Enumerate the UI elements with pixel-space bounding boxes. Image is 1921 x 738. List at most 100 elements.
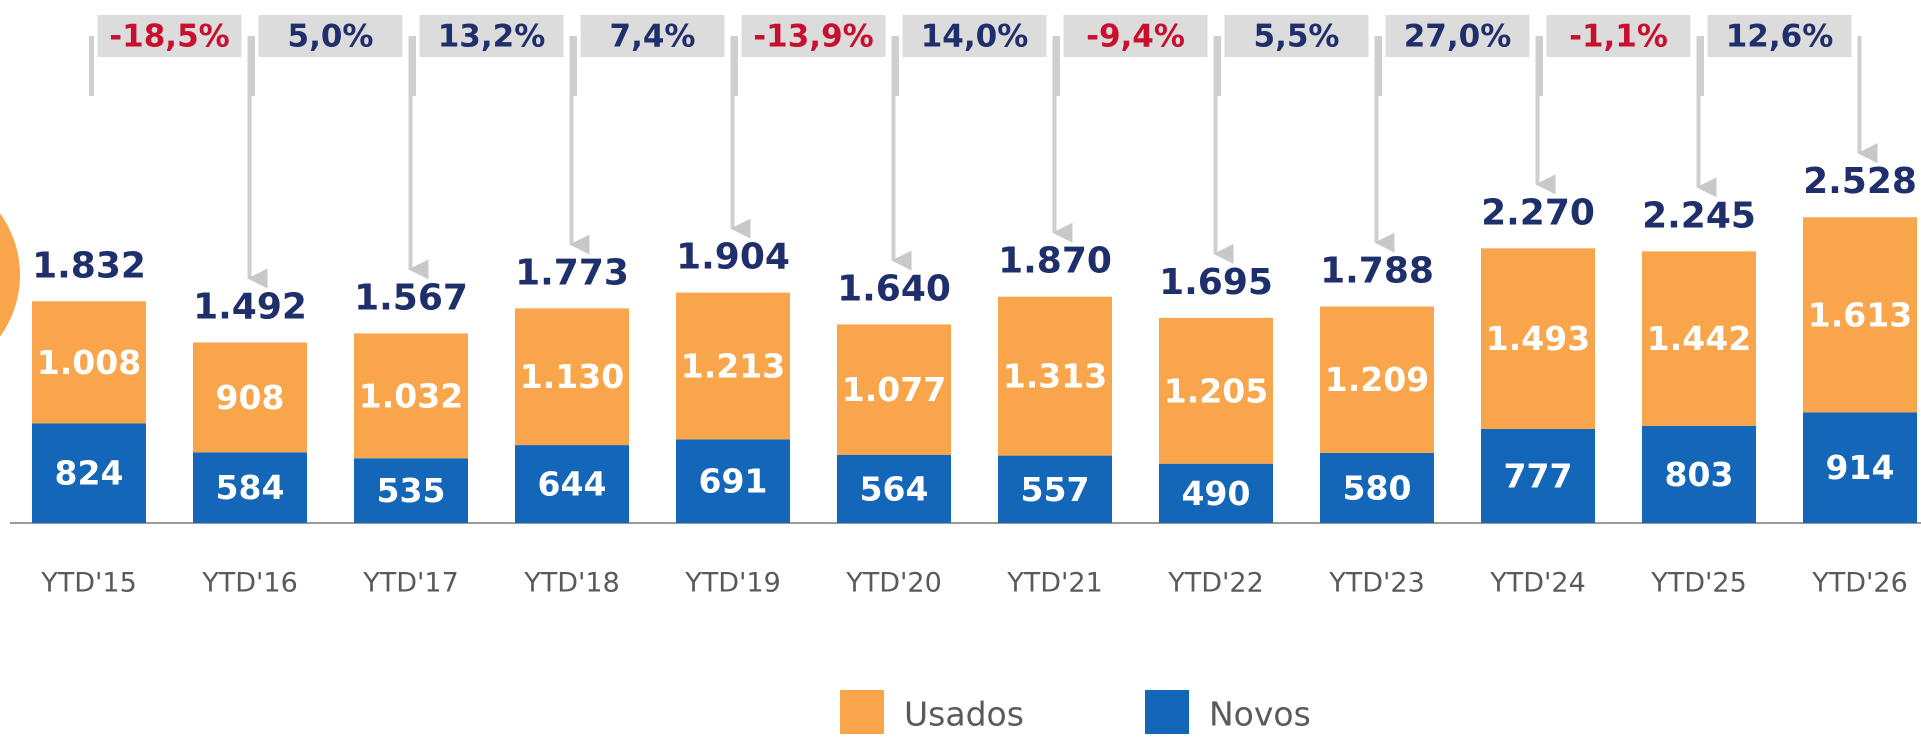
total-label: 1.904 [676,237,790,278]
total-label: 1.492 [193,286,307,327]
segment-label: 824 [55,454,124,493]
segment-label: 535 [377,471,446,510]
change-box [419,15,564,57]
x-tick-label: YTD'19 [684,568,781,599]
total-label: 1.640 [837,269,951,310]
x-tick-label: YTD'21 [1006,568,1103,599]
bar-segment [32,423,146,523]
total-label: 2.270 [1481,192,1595,233]
bar-segment [998,455,1112,523]
bar-segment [837,324,951,455]
bar-segment [1320,452,1434,523]
bar-segment [32,301,146,424]
change-label: 14,0% [921,19,1029,55]
total-label: 1.695 [1159,262,1273,303]
bar-segment [193,452,307,523]
total-label: 1.870 [998,241,1112,282]
total-label: 1.773 [515,252,629,293]
x-tick-label: YTD'16 [201,568,298,599]
legend-label: Novos [1209,695,1311,734]
bar-segment [676,292,790,440]
segment-label: 1.130 [520,357,624,396]
change-box [1063,15,1208,57]
segment-label: 1.077 [842,370,946,409]
decor-circle [0,213,20,337]
change-box [1224,15,1369,57]
change-label: 13,2% [438,19,546,55]
x-tick-label: YTD'26 [1811,568,1908,599]
segment-label: 1.613 [1808,295,1912,334]
bar-segment [354,333,468,459]
x-tick-label: YTD'24 [1489,568,1586,599]
bar-segment [354,458,468,523]
segment-label: 1.209 [1325,360,1429,399]
segment-label: 1.442 [1647,319,1751,358]
x-tick-label: YTD'23 [1328,568,1425,599]
x-tick-label: YTD'17 [362,568,459,599]
change-label: -1,1% [1569,19,1668,55]
bar-segment [998,296,1112,456]
change-label: -18,5% [109,19,229,55]
bar-segment [1159,463,1273,523]
segment-label: 691 [699,462,768,501]
legend-swatch [840,690,884,734]
change-box [902,15,1047,57]
segment-label: 1.493 [1486,319,1590,358]
x-tick-label: YTD'18 [523,568,620,599]
bar-segment [1481,428,1595,523]
bar-segment [1481,248,1595,429]
segment-label: 914 [1826,448,1895,487]
change-label: 12,6% [1726,19,1834,55]
segment-label: 908 [216,378,285,417]
legend-swatch [1145,690,1189,734]
change-box [1385,15,1530,57]
segment-label: 1.313 [1003,357,1107,396]
bar-segment [837,454,951,523]
segment-label: 564 [860,469,929,508]
total-label: 1.788 [1320,251,1434,292]
bar-segment [1320,306,1434,453]
x-tick-label: YTD'20 [845,568,942,599]
total-label: 1.832 [32,245,146,286]
bar-segment [676,439,790,523]
change-box [97,15,242,57]
change-label: 5,5% [1254,19,1340,55]
x-tick-label: YTD'22 [1167,568,1264,599]
segment-label: 490 [1182,474,1251,513]
segment-label: 584 [216,468,285,507]
bar-segment [1803,412,1917,523]
bar-segment [515,308,629,446]
segment-label: 1.032 [359,376,463,415]
x-tick-label: YTD'25 [1650,568,1747,599]
change-box [1707,15,1852,57]
segment-label: 1.008 [37,343,141,382]
segment-label: 1.213 [681,347,785,386]
change-label: -13,9% [753,19,873,55]
change-box [258,15,403,57]
segment-label: 777 [1504,456,1573,495]
change-box [580,15,725,57]
segment-label: 1.205 [1164,371,1268,410]
change-label: 5,0% [288,19,374,55]
segment-label: 803 [1665,455,1734,494]
total-label: 2.528 [1803,161,1917,202]
change-label: 7,4% [610,19,696,55]
total-label: 1.567 [354,277,468,318]
segment-label: 580 [1343,468,1412,507]
bar-segment [1159,317,1273,464]
segment-label: 644 [538,465,607,504]
change-label: 27,0% [1404,19,1512,55]
change-box [1546,15,1691,57]
legend-label: Usados [904,695,1024,734]
change-label: -9,4% [1086,19,1185,55]
bar-segment [515,445,629,523]
segment-label: 557 [1021,470,1090,509]
x-tick-label: YTD'15 [40,568,137,599]
total-label: 2.245 [1642,195,1756,236]
bar-segment [193,342,307,453]
change-box [741,15,886,57]
bar-segment [1803,217,1917,413]
bar-segment [1642,251,1756,426]
bar-segment [1642,425,1756,523]
